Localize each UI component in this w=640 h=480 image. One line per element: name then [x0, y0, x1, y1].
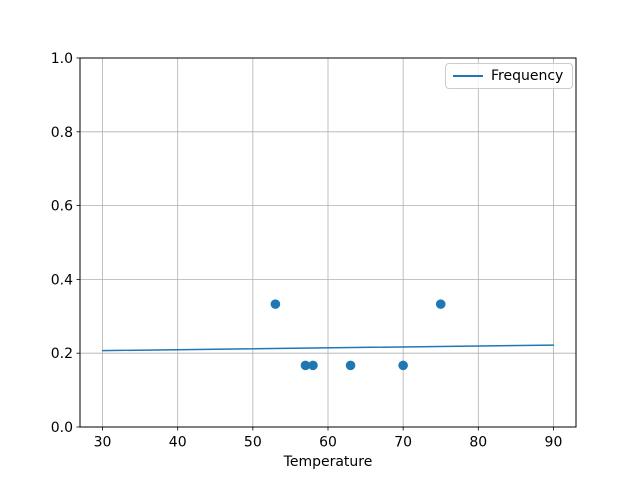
y-tick-label: 1.0	[51, 51, 73, 67]
x-tick-label: 60	[319, 435, 337, 451]
y-tick-label: 0.2	[51, 346, 73, 362]
x-tick-label: 80	[469, 435, 487, 451]
y-tick-label: 0.4	[51, 272, 73, 288]
x-tick-label: 90	[545, 435, 563, 451]
x-tick-label: 70	[394, 435, 412, 451]
y-tick-label: 0.6	[51, 199, 73, 215]
scatter-point	[345, 360, 356, 371]
x-tick-label: 40	[169, 435, 187, 451]
scatter-point	[270, 299, 281, 309]
scatter-point	[300, 360, 311, 371]
frequency-trend-line	[101, 344, 555, 352]
x-tick-label: 50	[244, 435, 262, 451]
scatter-point	[435, 299, 446, 309]
x-tick-label: 30	[94, 435, 112, 451]
legend-line-sample	[453, 75, 483, 77]
y-tick-label: 0.8	[51, 125, 73, 141]
scatter-point	[308, 360, 318, 371]
y-tick-label: 0.0	[51, 420, 73, 436]
scatter-point	[398, 360, 408, 371]
x-axis-label: Temperature	[283, 454, 373, 470]
legend-label: Frequency	[491, 68, 564, 84]
legend: Frequency	[445, 63, 573, 89]
